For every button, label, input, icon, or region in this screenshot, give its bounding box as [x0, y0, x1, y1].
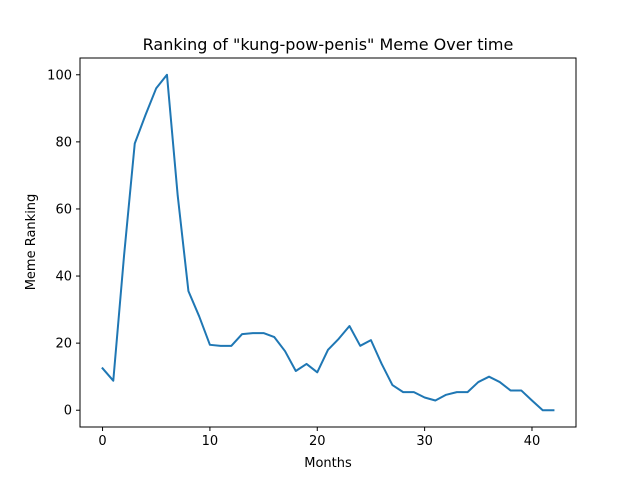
x-axis-label: Months [304, 456, 352, 471]
plot-frame [79, 57, 577, 428]
y-tick-label-80: 80 [55, 135, 72, 150]
x-tick-label-10: 10 [202, 434, 219, 449]
series-line-0 [101, 73, 555, 412]
y-tick-label-0: 0 [64, 404, 72, 419]
chart-title: Ranking of "kung-pow-penis" Meme Over ti… [143, 35, 514, 54]
x-tick-label-0: 0 [98, 434, 106, 449]
x-tick-label-30: 30 [416, 434, 433, 449]
x-tick-label-40: 40 [524, 434, 541, 449]
plot-area: 0 10 20 30 40 0 20 40 60 80 100 [47, 57, 577, 449]
x-tick-label-20: 20 [309, 434, 326, 449]
y-tick-label-20: 20 [55, 337, 72, 352]
y-tick-label-40: 40 [55, 270, 72, 285]
y-tick-label-100: 100 [47, 68, 72, 83]
y-axis-label: Meme Ranking [24, 194, 39, 291]
y-tick-label-60: 60 [55, 202, 72, 217]
